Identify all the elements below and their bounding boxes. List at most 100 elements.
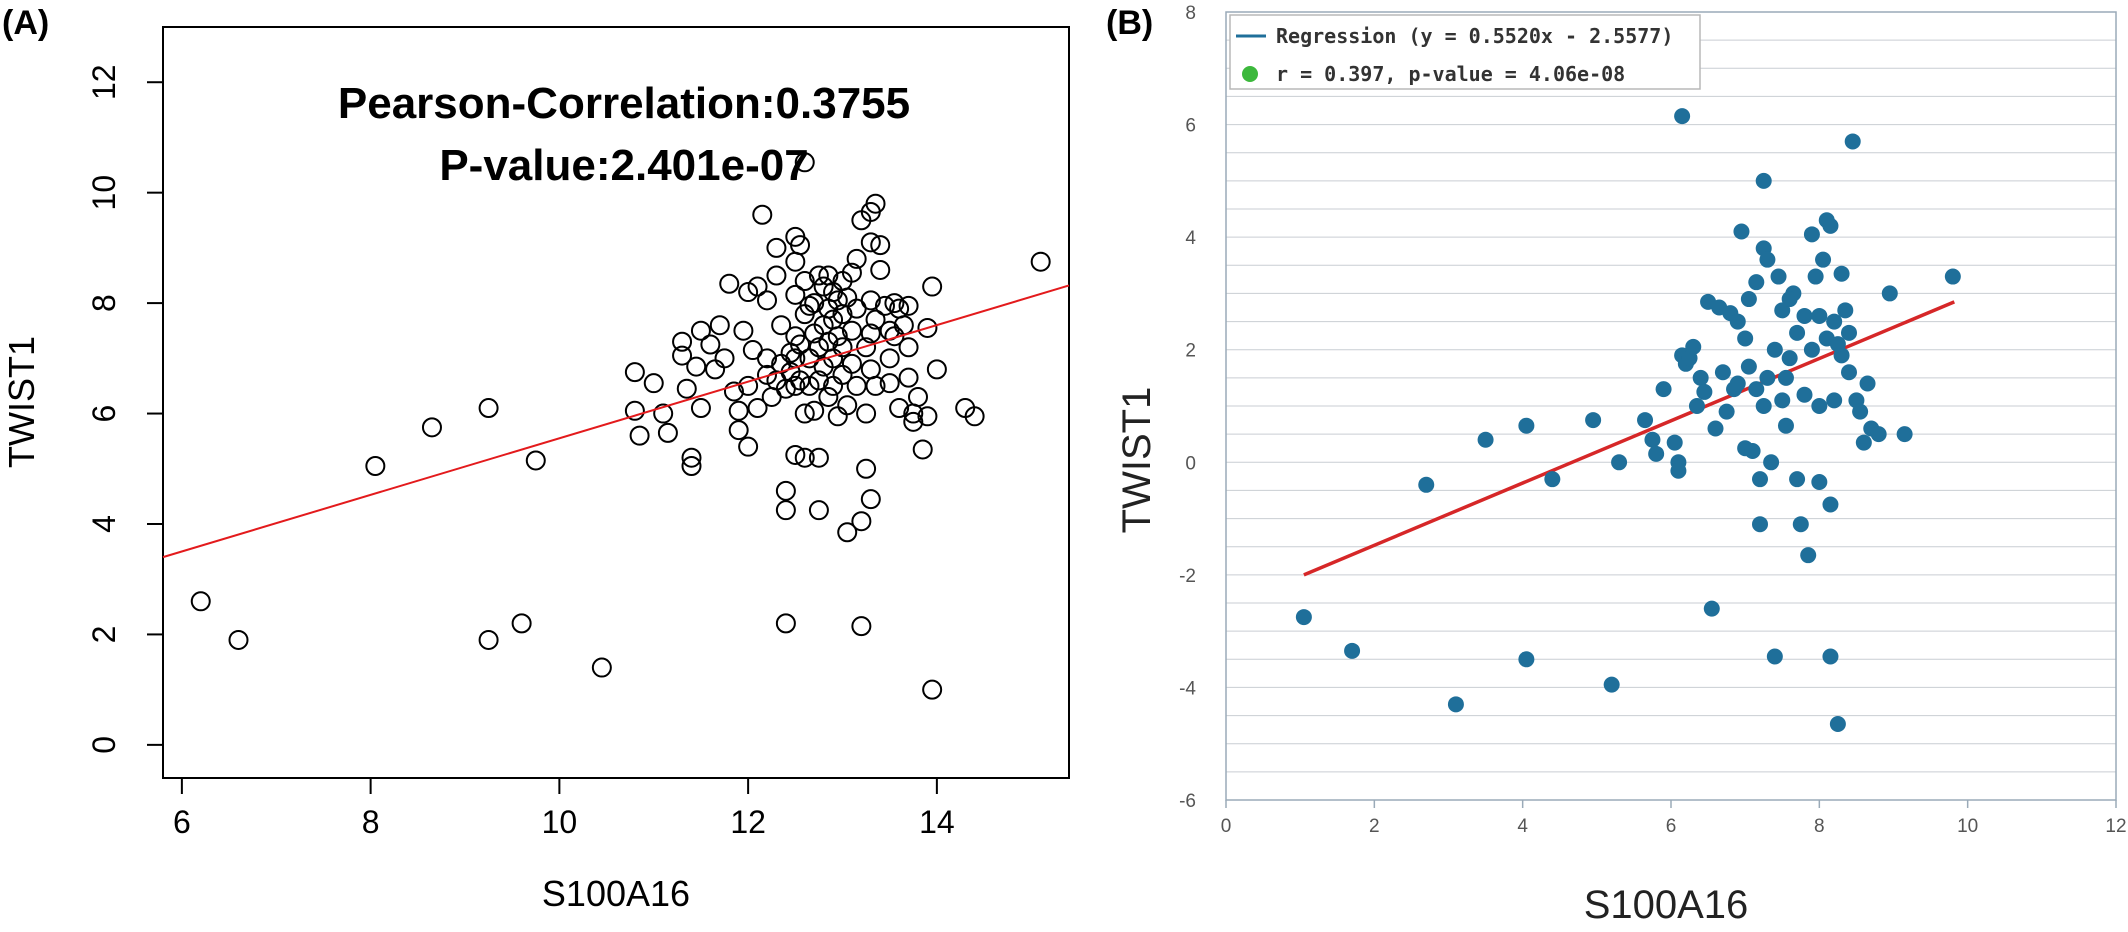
panel-a-data-point xyxy=(643,373,664,394)
panel-b-legend-dot-swatch xyxy=(1242,66,1258,82)
panel-b-legend: Regression (y = 0.5520x - 2.5577) r = 0.… xyxy=(1229,14,1701,90)
panel-a-x-tick-label: 8 xyxy=(362,804,380,840)
panel-a-data-point xyxy=(686,356,707,377)
panel-b-data-point xyxy=(1822,217,1839,234)
panel-b-data-point xyxy=(1796,386,1813,403)
panel-a-points xyxy=(190,152,1051,700)
panel-a-data-point xyxy=(790,334,811,355)
panel-a-data-point xyxy=(841,353,862,374)
panel-b-x-axis: 0 2 4 6 8 10 12 xyxy=(1221,800,2127,837)
panel-a-data-point xyxy=(790,235,811,256)
panel-b-y-tick-label: -4 xyxy=(1179,678,1196,699)
panel-b-data-point xyxy=(1822,496,1839,513)
panel-b-data-point xyxy=(1826,313,1843,330)
panel-a-y-axis-label: TWIST1 xyxy=(1,336,42,468)
panel-a-data-point xyxy=(766,265,787,286)
panel-a-data-point xyxy=(525,450,546,471)
panel-a-y-tick-label: 10 xyxy=(86,175,122,211)
panel-a-data-point xyxy=(728,400,749,421)
panel-b-data-point xyxy=(1707,420,1724,437)
panel-a-data-point xyxy=(808,337,829,358)
panel-a-x-axis-label: S100A16 xyxy=(542,873,690,914)
panel-b-data-point xyxy=(1692,369,1709,386)
panel-a-data-point xyxy=(757,290,777,311)
panel-a-data-point xyxy=(591,657,612,678)
panel-b-y-tick-label: -2 xyxy=(1179,566,1196,587)
panel-a-data-point xyxy=(903,411,924,432)
panel-a-data-point xyxy=(747,398,768,419)
panel-b-legend-regression-entry: Regression (y = 0.5520x - 2.5577) xyxy=(1276,24,1673,48)
panel-a-data-point xyxy=(738,375,759,396)
panel-b-data-point xyxy=(1670,462,1687,479)
panel-a-data-point xyxy=(879,348,900,369)
panel-a-data-point xyxy=(898,295,919,316)
panel-a-data-point xyxy=(785,375,806,396)
panel-a-data-point xyxy=(841,262,862,283)
panel-a-data-point xyxy=(752,204,773,225)
panel-a-data-point xyxy=(794,152,815,173)
panel-a-data-point xyxy=(624,362,645,383)
panel-a-data-point xyxy=(964,406,985,427)
panel-b-data-point xyxy=(1759,251,1776,268)
panel-a-data-point xyxy=(832,337,853,358)
panel-b-data-point xyxy=(1740,291,1757,308)
panel-a-y-tick-label: 4 xyxy=(86,515,122,533)
panel-b-data-point xyxy=(1837,302,1854,319)
panel-a-data-point xyxy=(865,375,886,396)
panel-a-data-point xyxy=(1030,251,1051,272)
panel-a-data-point xyxy=(808,500,829,521)
panel-a-data-point xyxy=(719,273,740,294)
panel-a-data-point xyxy=(478,629,499,650)
panel-b-data-point xyxy=(1766,648,1783,665)
panel-a-data-point xyxy=(926,359,947,380)
panel-b-x-tick-label: 12 xyxy=(2105,816,2126,837)
panel-a-data-point xyxy=(747,276,768,297)
panel-b-data-point xyxy=(1789,324,1806,341)
panel-b-y-tick-label: 8 xyxy=(1185,3,1196,24)
panel-b-data-point xyxy=(1696,383,1713,400)
panel-b-regression-line xyxy=(1303,300,1955,577)
panel-a-data-point xyxy=(657,422,678,443)
panel-a-data-point xyxy=(785,444,806,465)
panel-b-data-point xyxy=(1585,412,1602,429)
panel-b-data-point xyxy=(1666,434,1683,451)
panel-a-data-point xyxy=(837,395,858,416)
panel-b-data-point xyxy=(1518,417,1535,434)
panel-b-points xyxy=(1295,108,1961,733)
panel-a-data-point xyxy=(799,375,820,396)
panel-a-data-point xyxy=(771,315,792,336)
panel-b-gridlines xyxy=(1226,11,2116,801)
panel-a-data-point xyxy=(889,398,910,419)
panel-b-data-point xyxy=(1729,375,1746,392)
panel-a-data-point xyxy=(738,282,759,303)
panel-a-data-point xyxy=(676,378,697,399)
panel-b-data-point xyxy=(1718,403,1735,420)
panel-a-y-tick-label: 2 xyxy=(86,626,122,644)
panel-b-x-tick-label: 8 xyxy=(1814,816,1825,837)
panel-b-y-tick-label: 4 xyxy=(1185,228,1196,249)
panel-a-data-point xyxy=(804,293,825,314)
panel-a-data-point xyxy=(624,400,645,421)
panel-b-y-tick-label: -6 xyxy=(1179,791,1196,812)
panel-a-data-point xyxy=(690,398,711,419)
panel-a-data-point xyxy=(860,290,881,311)
panel-b-data-point xyxy=(1781,291,1798,308)
panel-a-data-point xyxy=(794,271,815,292)
panel-a-data-point xyxy=(851,616,872,637)
panel-b-y-tick-label: 6 xyxy=(1185,116,1196,137)
panel-a-y-tick-label: 12 xyxy=(86,64,122,100)
panel-a-data-point xyxy=(421,417,442,438)
panel-a-correlation-annotation: Pearson-Correlation:0.3755 xyxy=(338,79,910,128)
panel-b-data-point xyxy=(1944,268,1961,285)
panel-a-data-point xyxy=(804,400,825,421)
panel-a-data-point xyxy=(714,348,735,369)
panel-a-data-point xyxy=(190,591,211,612)
panel-b-data-point xyxy=(1852,403,1869,420)
panel-b-x-tick-label: 2 xyxy=(1369,816,1380,837)
panel-a-data-point xyxy=(922,679,943,700)
panel-a-data-point xyxy=(766,237,787,258)
panel-a-data-point xyxy=(478,398,499,419)
panel-a-data-point xyxy=(841,320,862,341)
panel-b-data-point xyxy=(1703,600,1720,617)
panel-a-data-point xyxy=(922,276,943,297)
